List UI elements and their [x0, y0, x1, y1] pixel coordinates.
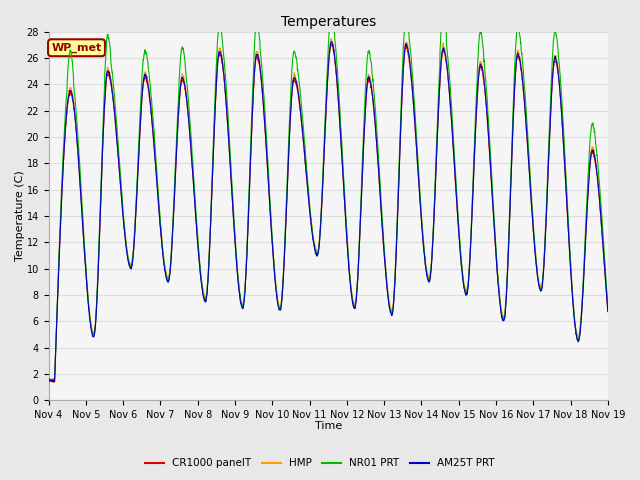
Text: WP_met: WP_met [51, 43, 102, 53]
X-axis label: Time: Time [315, 421, 342, 432]
Legend: CR1000 panelT, HMP, NR01 PRT, AM25T PRT: CR1000 panelT, HMP, NR01 PRT, AM25T PRT [141, 454, 499, 472]
Y-axis label: Temperature (C): Temperature (C) [15, 170, 25, 261]
Title: Temperatures: Temperatures [280, 15, 376, 29]
